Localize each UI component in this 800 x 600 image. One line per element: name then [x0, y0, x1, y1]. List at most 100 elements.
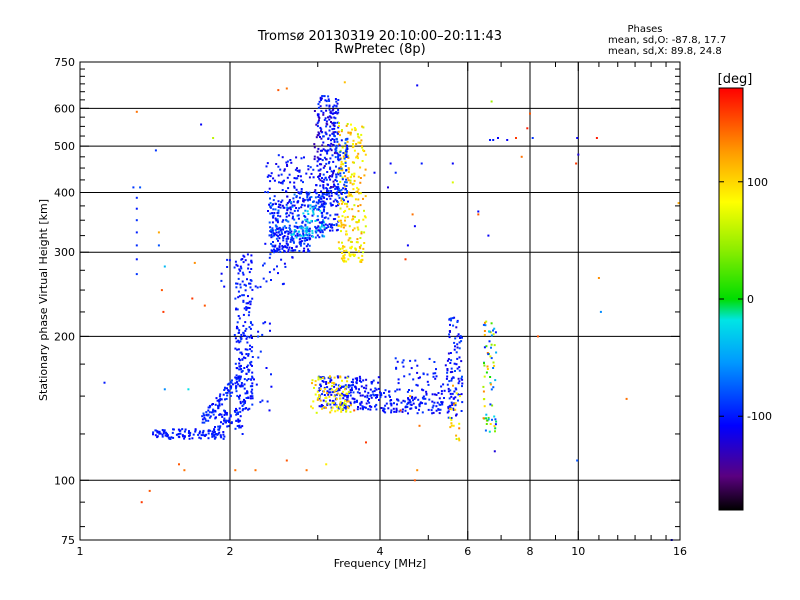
echo-point [274, 224, 277, 227]
echo-point [360, 261, 363, 263]
echo-point [364, 390, 367, 393]
echo-point [352, 229, 354, 232]
echo-point [295, 245, 298, 248]
echo-point [251, 371, 254, 374]
echo-point [359, 259, 362, 262]
echo-point [412, 399, 414, 402]
echo-point [362, 251, 365, 254]
echo-point [320, 110, 323, 113]
echo-point [245, 397, 248, 399]
echo-point [210, 411, 213, 414]
echo-point [223, 435, 226, 438]
echo-point [331, 388, 334, 391]
echo-point [435, 405, 438, 408]
echo-point [300, 157, 303, 160]
echo-point [257, 330, 260, 333]
echo-point [414, 406, 417, 409]
echo-point [309, 207, 312, 210]
echo-point [359, 192, 362, 195]
echo-point [352, 378, 354, 381]
echo-point [450, 319, 452, 322]
echo-point [234, 362, 237, 365]
y-tick-label: 500 [54, 140, 75, 153]
echo-point [160, 289, 163, 292]
echo-point [285, 459, 288, 462]
echo-point [287, 232, 290, 235]
echo-point [454, 402, 457, 405]
echo-point [323, 156, 326, 159]
echo-point [229, 392, 232, 394]
echo-point [241, 280, 244, 283]
echo-point [453, 362, 456, 365]
echo-point [238, 357, 241, 360]
echo-point [364, 168, 367, 171]
echo-point [416, 371, 419, 374]
echo-point [409, 395, 412, 398]
echo-point [317, 103, 320, 106]
echo-point [348, 194, 351, 197]
echo-point [415, 383, 418, 386]
echo-point [323, 228, 326, 231]
echo-point [485, 371, 488, 374]
echo-point [277, 235, 280, 238]
echo-point [205, 419, 208, 422]
echo-point [237, 420, 240, 423]
echo-point [456, 357, 459, 360]
echo-point [333, 138, 336, 141]
echo-point [341, 202, 343, 205]
echo-point [240, 370, 243, 373]
echo-point [456, 335, 459, 338]
echo-point [271, 235, 274, 238]
echo-point [337, 158, 340, 161]
echo-point [346, 177, 349, 180]
echo-point [285, 226, 288, 229]
echo-point [368, 401, 371, 404]
echo-point [211, 433, 214, 436]
echo-point [270, 373, 272, 376]
echo-point [248, 326, 251, 329]
echo-point [212, 137, 215, 139]
echo-point [272, 214, 275, 217]
echo-point [460, 360, 463, 363]
echo-point [251, 397, 254, 400]
echo-point [325, 396, 328, 399]
echo-point [404, 258, 407, 261]
echo-point [268, 322, 271, 325]
echo-point [400, 401, 403, 404]
echo-point [492, 333, 495, 336]
echo-point [334, 402, 337, 405]
echo-point [157, 244, 160, 247]
echo-point [323, 206, 326, 208]
echo-point [264, 191, 267, 193]
echo-point [284, 218, 287, 221]
echo-point [346, 205, 349, 208]
echo-point [458, 369, 461, 372]
echo-point [248, 271, 251, 274]
echo-point [303, 242, 306, 245]
echo-point [272, 199, 275, 202]
echo-point [450, 359, 453, 362]
echo-point [319, 388, 322, 391]
echo-point [488, 330, 490, 333]
echo-point [238, 426, 241, 429]
echo-point [323, 394, 326, 396]
echo-point [236, 425, 239, 427]
echo-point [333, 152, 336, 155]
echo-point [361, 394, 364, 397]
echo-point [239, 265, 242, 268]
echo-point [332, 143, 335, 146]
echo-point [461, 401, 464, 404]
echo-point [313, 205, 316, 208]
echo-point [531, 137, 534, 139]
x-axis-title: Frequency [MHz] [334, 557, 426, 570]
echo-point [327, 402, 330, 405]
echo-point [351, 389, 353, 391]
echo-point [308, 191, 311, 194]
echo-point [268, 256, 271, 259]
echo-point [322, 200, 325, 203]
echo-point [422, 395, 425, 398]
echo-point [421, 402, 424, 405]
echo-point [242, 299, 245, 302]
echo-point [246, 348, 249, 351]
echo-point [433, 393, 436, 396]
